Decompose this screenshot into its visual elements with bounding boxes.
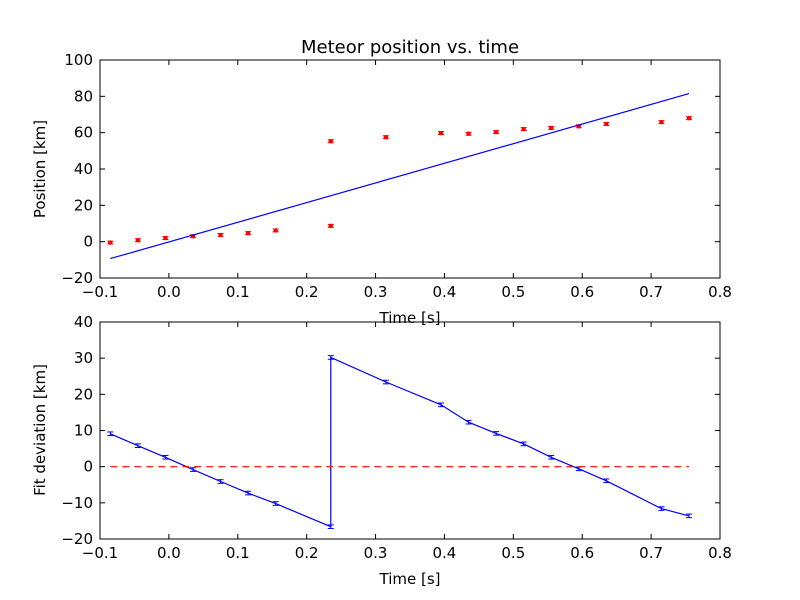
y-tick-label: −20 bbox=[61, 269, 93, 287]
x-tick-label: 0.1 bbox=[226, 544, 250, 562]
x-tick-label: 0.0 bbox=[157, 544, 181, 562]
y-axis-label: Position [km] bbox=[31, 120, 49, 218]
y-tick-label: −20 bbox=[61, 530, 93, 548]
y-tick-label: 20 bbox=[74, 385, 93, 403]
x-tick-label: 0.5 bbox=[501, 544, 525, 562]
x-axis-label: Time [s] bbox=[379, 570, 441, 588]
position-subplot: Meteor position vs. time Position [km] T… bbox=[31, 37, 732, 327]
data-point bbox=[549, 125, 554, 131]
tick-group: −0.1 0.0 0.1 0.2 0.3 0.4 0.5 0.6 0.7 0.8 −20 −10 0 10… bbox=[61, 313, 732, 562]
data-point bbox=[218, 232, 223, 238]
series-line bbox=[110, 93, 690, 260]
y-tick-label: 20 bbox=[74, 196, 93, 214]
x-tick-label: 0.6 bbox=[570, 544, 594, 562]
x-tick-label: 0.4 bbox=[433, 544, 457, 562]
x-tick-label: 0.2 bbox=[295, 544, 319, 562]
x-tick-label: 0.0 bbox=[157, 283, 181, 301]
x-tick-label: 0.1 bbox=[226, 283, 250, 301]
series-group bbox=[107, 355, 692, 530]
data-point bbox=[383, 135, 389, 140]
data-point bbox=[659, 119, 664, 125]
data-point bbox=[273, 228, 278, 233]
data-point bbox=[108, 240, 113, 245]
y-tick-label: 0 bbox=[83, 233, 93, 251]
y-tick-label: 0 bbox=[83, 458, 93, 476]
x-tick-label: 0.2 bbox=[295, 283, 319, 301]
x-tick-label: 0.8 bbox=[708, 544, 732, 562]
x-tick-label: −0.1 bbox=[82, 283, 118, 301]
data-point bbox=[135, 238, 141, 243]
y-tick-label: 10 bbox=[74, 422, 93, 440]
y-tick-label: 40 bbox=[74, 313, 93, 331]
data-point bbox=[466, 131, 471, 136]
data-point bbox=[163, 235, 168, 241]
x-tick-label: 0.5 bbox=[501, 283, 525, 301]
deviation-subplot: Fit deviation [km] Time [s] −0.1 0.0 0.1 0.… bbox=[31, 313, 732, 588]
data-point bbox=[604, 121, 609, 127]
x-tick-label: 0.7 bbox=[639, 544, 663, 562]
plot-frame bbox=[99, 321, 721, 540]
data-point bbox=[328, 223, 333, 229]
x-tick-label: 0.4 bbox=[433, 283, 457, 301]
y-tick-label: 100 bbox=[64, 51, 93, 69]
x-tick-label: 0.7 bbox=[639, 283, 663, 301]
x-tick-label: −0.1 bbox=[82, 544, 118, 562]
x-tick-label: 0.3 bbox=[364, 283, 388, 301]
x-tick-label: 0.6 bbox=[570, 283, 594, 301]
x-tick-label: 0.8 bbox=[708, 283, 732, 301]
chart-title: Meteor position vs. time bbox=[301, 37, 519, 58]
y-tick-label: 80 bbox=[74, 87, 93, 105]
y-tick-label: 60 bbox=[74, 124, 93, 142]
data-point bbox=[328, 139, 333, 144]
x-axis-label: Time [s] bbox=[379, 309, 441, 327]
y-axis-label: Fit deviation [km] bbox=[31, 364, 49, 496]
data-point bbox=[245, 230, 251, 236]
data-point bbox=[686, 115, 692, 121]
y-tick-label: −10 bbox=[61, 494, 93, 512]
y-tick-label: 30 bbox=[74, 349, 93, 367]
data-point bbox=[493, 129, 499, 135]
data-point bbox=[438, 130, 444, 136]
data-point bbox=[521, 126, 526, 132]
x-tick-label: 0.3 bbox=[364, 544, 388, 562]
plot-frame bbox=[99, 59, 721, 279]
y-tick-label: 40 bbox=[74, 160, 93, 178]
series-group bbox=[107, 93, 692, 260]
tick-group: −0.1 0.0 0.1 0.2 0.3 0.4 0.5 0.6 0.7 0.8 −20 0 20 40 6… bbox=[61, 51, 732, 301]
